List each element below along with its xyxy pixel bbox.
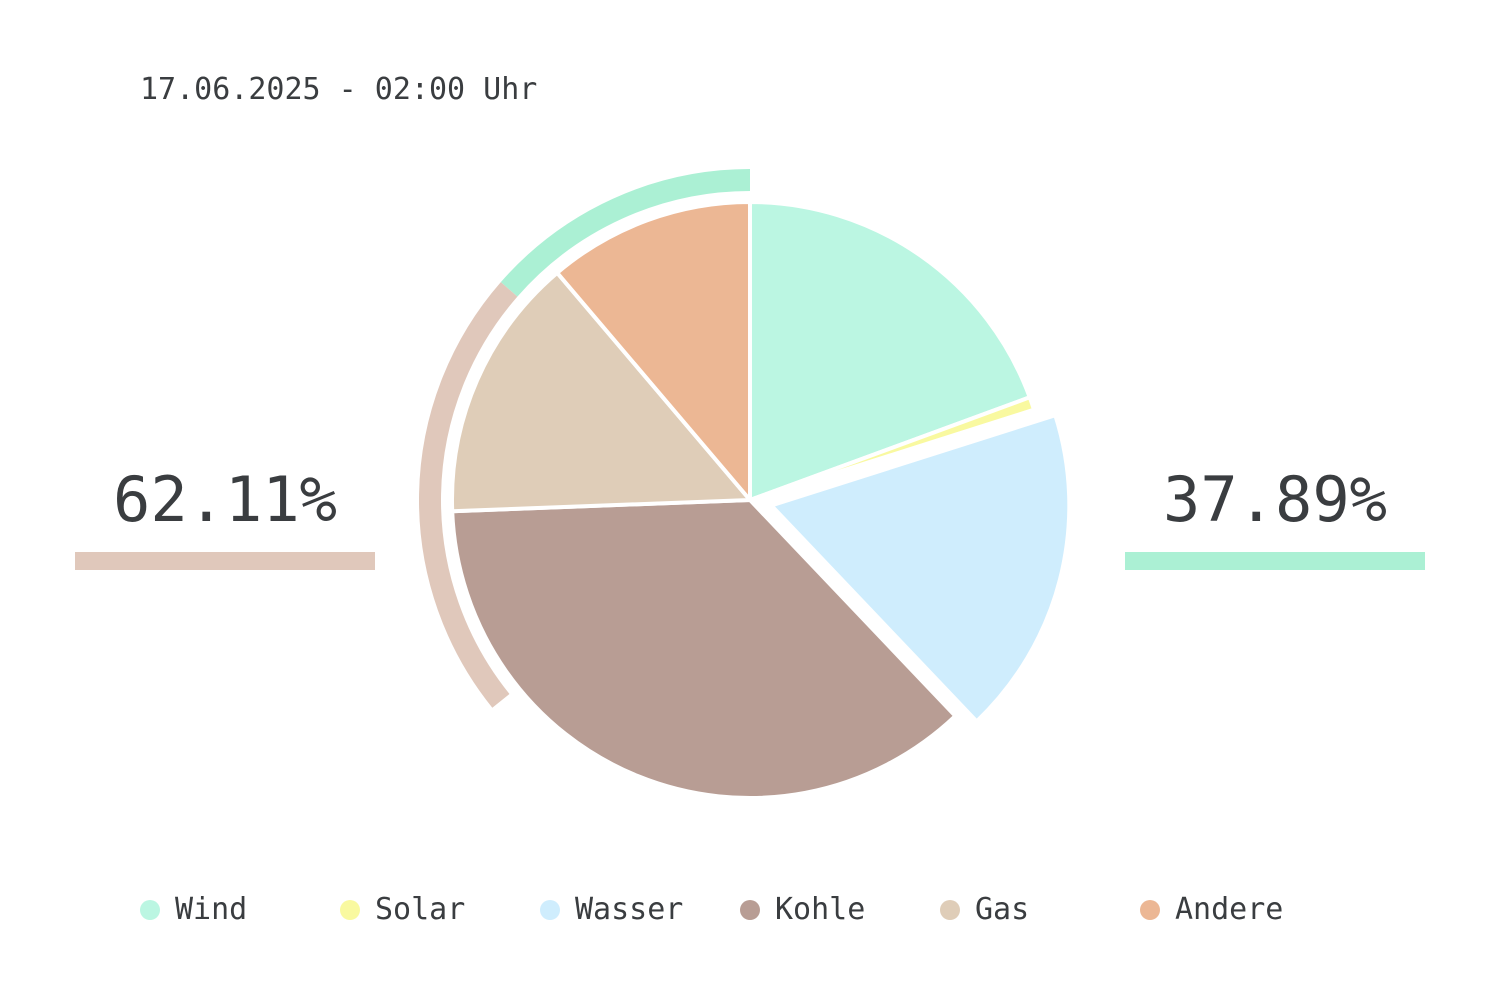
pie-slice-gas xyxy=(450,270,752,514)
fossil-share-bar xyxy=(75,552,375,570)
legend-swatch xyxy=(140,900,160,920)
legend-item-solar: Solar xyxy=(340,890,465,930)
legend-label: Gas xyxy=(975,892,1030,927)
legend-label: Wasser xyxy=(575,892,684,927)
legend-swatch xyxy=(340,900,360,920)
legend-label: Andere xyxy=(1175,892,1284,927)
renewable-share: 37.89% xyxy=(1125,462,1425,570)
legend-item-gas: Gas xyxy=(940,890,1029,930)
legend-item-wind: Wind xyxy=(140,890,247,930)
chart-legend: Wind Solar Wasser Kohle Gas Andere xyxy=(0,890,1500,930)
legend-swatch xyxy=(1140,900,1160,920)
legend-swatch xyxy=(940,900,960,920)
legend-label: Wind xyxy=(175,892,248,927)
pie-slice-solar xyxy=(748,395,1036,502)
legend-item-andere: Andere xyxy=(1140,890,1283,930)
pie-slice-wasser xyxy=(769,413,1072,724)
legend-label: Kohle xyxy=(775,892,866,927)
pie-slice-andere xyxy=(555,200,752,502)
outer-ring-fossil xyxy=(419,282,518,708)
legend-label: Solar xyxy=(375,892,466,927)
chart-timestamp: 17.06.2025 - 02:00 Uhr xyxy=(140,72,538,107)
renewable-share-value: 37.89% xyxy=(1163,463,1387,536)
pie-slice-kohle xyxy=(450,498,958,801)
outer-ring-renewable xyxy=(500,169,751,297)
legend-item-wasser: Wasser xyxy=(540,890,683,930)
fossil-share-value: 62.11% xyxy=(113,463,337,536)
fossil-share: 62.11% xyxy=(75,462,375,570)
renewable-share-bar xyxy=(1125,552,1425,570)
pie-slice-wind xyxy=(748,200,1032,502)
legend-item-kohle: Kohle xyxy=(740,890,865,930)
legend-swatch xyxy=(740,900,760,920)
legend-swatch xyxy=(540,900,560,920)
